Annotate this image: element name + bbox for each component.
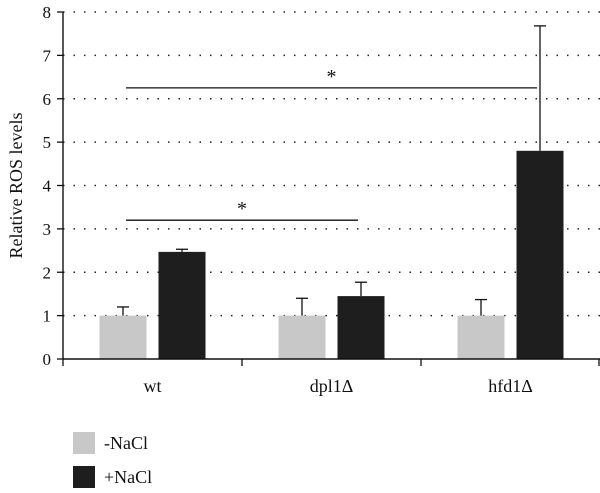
y-ticks: 0 1 2 3 4 5 6 7 8 xyxy=(43,3,63,369)
y-tick-label: 8 xyxy=(43,3,52,22)
y-axis-label: Relative ROS levels xyxy=(6,113,26,259)
legend: -NaCl +NaCl xyxy=(73,432,152,488)
y-tick-label: 5 xyxy=(43,133,52,152)
bar xyxy=(457,315,505,359)
category-label: hfd1Δ xyxy=(488,376,533,396)
x-categories: wt dpl1Δ hfd1Δ xyxy=(144,376,533,396)
y-tick-label: 4 xyxy=(43,177,52,196)
significance-star: * xyxy=(327,66,337,88)
category-label: dpl1Δ xyxy=(310,376,354,396)
y-tick-label: 1 xyxy=(43,307,52,326)
category-label: wt xyxy=(144,376,162,396)
error-bars xyxy=(117,25,546,316)
bar xyxy=(158,251,206,359)
legend-label: +NaCl xyxy=(104,467,152,487)
bar xyxy=(99,315,147,359)
bars xyxy=(99,150,564,359)
legend-swatch xyxy=(73,466,95,488)
bar xyxy=(278,315,326,359)
significance-star: * xyxy=(237,198,247,220)
y-tick-label: 2 xyxy=(43,263,52,282)
y-tick-label: 0 xyxy=(43,350,52,369)
y-tick-label: 3 xyxy=(43,220,52,239)
y-tick-label: 7 xyxy=(43,46,52,65)
bar xyxy=(337,296,385,359)
legend-label: -NaCl xyxy=(104,433,148,453)
y-tick-label: 6 xyxy=(43,90,52,109)
significance-brackets: ** xyxy=(126,66,537,221)
bar xyxy=(516,150,564,359)
legend-swatch xyxy=(73,432,95,454)
